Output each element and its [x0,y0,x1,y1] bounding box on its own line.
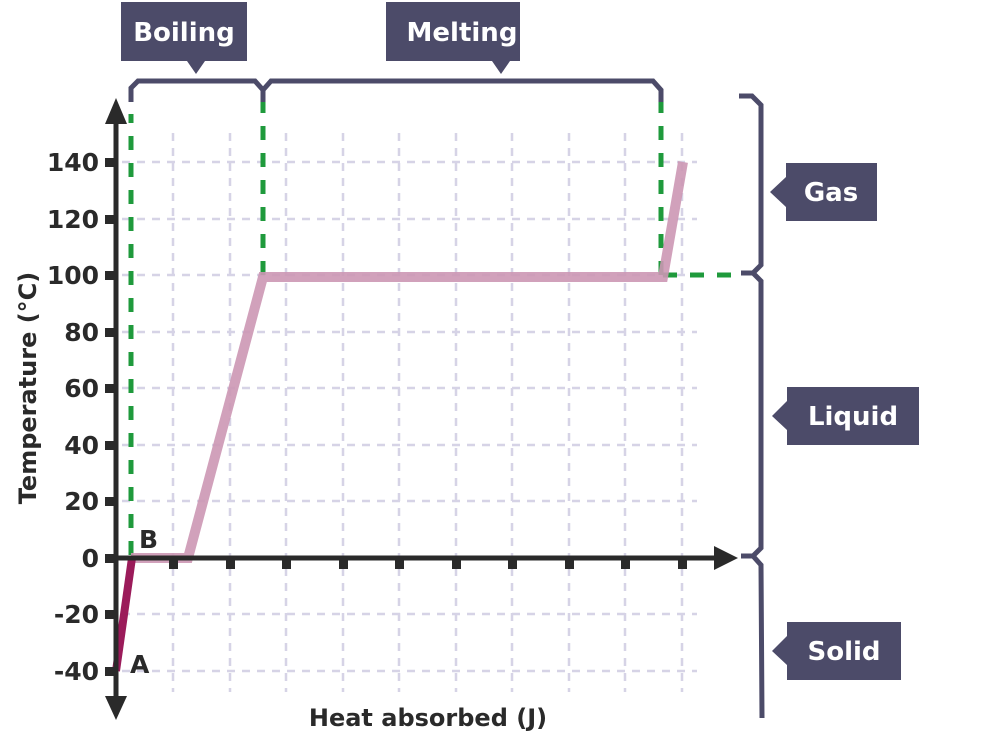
svg-text:Melting: Melting [407,18,518,48]
reference-lines [128,100,740,555]
solid-callout: Solid [772,622,901,680]
gas-callout: Gas [770,163,877,221]
y-tick-120: 120 [47,205,99,234]
heating-curve-light [131,161,688,563]
heating-curve-solid-segment [112,557,136,672]
y-tick-80: 80 [64,318,99,347]
grid [122,133,697,692]
y-tick-60: 60 [64,374,99,403]
solid-bracket [751,554,765,719]
svg-text:Boiling: Boiling [133,18,235,48]
boiling-bracket [128,78,266,102]
y-tick-0: 0 [82,544,99,573]
liquid-bracket [741,271,764,559]
point-a-label: A [130,650,150,679]
melting-bracket [261,78,664,102]
liquid-callout: Liquid [772,387,919,445]
y-axis [105,98,127,720]
x-axis-title: Heat absorbed (J) [309,704,547,732]
y-tick-100: 100 [47,261,99,290]
y-tick-20: 20 [64,487,99,516]
boiling-callout: Boiling [121,2,247,74]
melting-callout: Melting [386,2,520,74]
svg-text:Solid: Solid [807,637,880,667]
gas-bracket [739,93,764,276]
y-tick-labels: 140 120 100 80 60 40 20 0 -20 -40 [47,148,99,686]
svg-text:Liquid: Liquid [808,402,898,432]
svg-text:Gas: Gas [804,178,858,208]
top-brackets [128,78,664,102]
point-b-label: B [139,525,158,554]
y-tick-minus-20: -20 [54,600,99,629]
y-tick-40: 40 [64,431,99,460]
right-brackets [739,93,765,719]
y-tick-140: 140 [47,148,99,177]
y-axis-title: Temperature (°C) [14,272,42,505]
y-tick-minus-40: -40 [54,657,99,686]
x-axis [116,546,738,570]
